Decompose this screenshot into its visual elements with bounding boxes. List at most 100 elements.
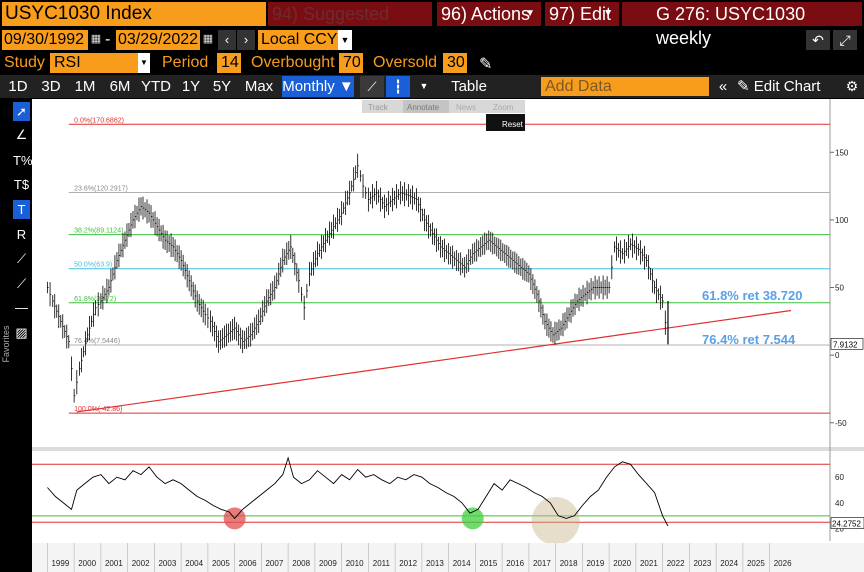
last-value-tag <box>830 338 864 350</box>
x-tick-label-2011: 2011 <box>373 559 391 568</box>
undo-button[interactable]: ↶ <box>806 30 830 50</box>
x-tick-label-2000: 2000 <box>78 559 96 568</box>
x-tick-label-2003: 2003 <box>158 559 176 568</box>
period-input[interactable]: 14 <box>217 53 241 73</box>
suggested-charts-number: 94) <box>272 4 299 24</box>
x-tick-label-2023: 2023 <box>693 559 711 568</box>
add-data-input[interactable]: Add Data <box>541 77 709 96</box>
y-tick-label-4: -50 <box>835 419 847 428</box>
fib-label-5: 76.4%(7.5446) <box>74 338 120 345</box>
favorites-tab[interactable]: Favorites <box>1 319 11 379</box>
x-tick-label-2014: 2014 <box>453 559 471 568</box>
retracement-tool-icon[interactable]: R <box>16 227 27 242</box>
prev-period-button[interactable]: ‹ <box>218 30 236 50</box>
chart-area[interactable]: 0.0%(170.6862) 23.6%(120.2917) 38.2%(89.11… <box>32 99 864 572</box>
x-tick-label-2004: 2004 <box>185 559 203 568</box>
settings-gear-icon[interactable]: ⚙ <box>845 78 859 94</box>
actions-button[interactable]: 96) Actions ▼ <box>437 2 541 26</box>
oversold-label: Oversold <box>373 54 438 71</box>
tf-5y-button[interactable]: 5Y <box>212 78 232 95</box>
rsi-highlight-1 <box>461 507 484 530</box>
x-tick-label-2015: 2015 <box>479 559 497 568</box>
table-button[interactable]: Table <box>451 78 487 95</box>
tf-max-button[interactable]: Max <box>244 78 274 95</box>
line-chart-icon[interactable]: ⟋ <box>360 76 384 97</box>
tf-1m-button[interactable]: 1M <box>74 78 96 95</box>
actions-number: 96) <box>441 4 468 24</box>
trend-tool-icon[interactable]: ⟋ <box>16 251 27 266</box>
y-tick-label-2: 50 <box>835 284 844 293</box>
period-selector-label: Monthly <box>282 78 335 95</box>
x-tick-label-2002: 2002 <box>132 559 150 568</box>
currency-select[interactable]: Local CCY ▼ <box>258 30 352 50</box>
currency-value: Local CCY <box>261 31 338 48</box>
rsi-y-tick-label-2: 20 <box>835 525 844 534</box>
annotation-61-8: 61.8% ret 38.720 <box>702 288 802 303</box>
y-tick-label-1: 100 <box>835 216 849 225</box>
overbought-input[interactable]: 70 <box>339 53 363 73</box>
expand-button[interactable]: ⤢ <box>833 30 857 50</box>
x-tick-label-2022: 2022 <box>667 559 685 568</box>
x-tick-label-2001: 2001 <box>105 559 123 568</box>
edit-study-pencil-icon[interactable]: ✎ <box>479 56 493 73</box>
percent-tool-icon[interactable]: T% <box>13 153 33 168</box>
title-bar: USYC1030 Index 94) Suggested Charts 96) … <box>0 0 864 48</box>
tf-6m-button[interactable]: 6M <box>109 78 131 95</box>
study-label: Study <box>4 54 45 71</box>
x-tick-label-2009: 2009 <box>319 559 337 568</box>
drawing-toolbar: ➚ ∠ T% T$ T R ⟋ ⟋ — ▨ Favorites <box>0 99 33 549</box>
line-tool-icon[interactable]: ∠ <box>15 127 28 142</box>
next-period-button[interactable]: › <box>237 30 255 50</box>
text-tool-icon[interactable]: T <box>13 200 30 219</box>
edit-caret-icon: ▼ <box>603 8 613 19</box>
y-tick-label-3: 0 <box>835 351 840 360</box>
suggested-charts-button[interactable]: 94) Suggested Charts <box>268 2 432 48</box>
tf-1y-button[interactable]: 1Y <box>181 78 201 95</box>
horizontal-line-tool-icon[interactable]: — <box>15 300 28 315</box>
edit-menu-button[interactable]: 97) Edit ▼ <box>545 2 619 26</box>
end-calendar-icon[interactable]: ▦ <box>202 33 214 45</box>
rsi-last-value-tag <box>830 517 864 529</box>
panel-divider <box>32 447 864 451</box>
mode-annotate[interactable]: Annotate <box>407 103 440 112</box>
parallel-tool-icon[interactable]: ▨ <box>15 325 28 340</box>
mode-track[interactable]: Track <box>368 103 389 112</box>
x-axis: 1999 2000 2001 2002 2003 2004 2005 2006 2007 2008… <box>32 543 864 572</box>
overbought-label: Overbought <box>251 54 335 71</box>
start-calendar-icon[interactable]: ▦ <box>90 33 102 45</box>
tf-ytd-button[interactable]: YTD <box>141 78 171 95</box>
end-date-input[interactable]: 03/29/2022 <box>116 30 200 50</box>
period-selector[interactable]: Monthly ▼ <box>282 76 354 97</box>
channel-tool-icon[interactable]: ⟋ <box>16 276 27 291</box>
edit-label: Edit <box>580 4 612 24</box>
tf-3d-button[interactable]: 3D <box>41 78 61 95</box>
x-tick-label-2010: 2010 <box>346 559 364 568</box>
x-tick-label-2012: 2012 <box>399 559 417 568</box>
pointer-tool-icon[interactable]: ➚ <box>13 102 30 121</box>
x-tick-label-2008: 2008 <box>292 559 310 568</box>
start-date-input[interactable]: 09/30/1992 <box>2 30 88 50</box>
trendline <box>76 309 792 413</box>
edit-number: 97) <box>549 4 576 24</box>
x-tick-label-2025: 2025 <box>747 559 765 568</box>
mode-zoom[interactable]: Zoom <box>493 103 514 112</box>
x-tick-label-2013: 2013 <box>426 559 444 568</box>
edit-chart-pencil-icon: ✎ <box>737 78 750 95</box>
study-dropdown-icon[interactable]: ▼ <box>138 53 150 73</box>
edit-chart-button[interactable]: ✎ Edit Chart <box>737 76 820 97</box>
fib-label-2: 38.2%(89.1124) <box>74 228 123 235</box>
tf-1d-button[interactable]: 1D <box>8 78 28 95</box>
reset-button[interactable]: Reset <box>502 120 524 129</box>
study-bar: Study RSI ▼ Period 14 Overbought 70 Over… <box>0 52 864 74</box>
ticker-field[interactable]: USYC1030 Index <box>2 2 266 26</box>
bar-chart-icon[interactable]: ┇ <box>386 76 410 97</box>
x-tick-label-2018: 2018 <box>560 559 578 568</box>
favorites-label: Favorites <box>1 325 11 363</box>
fib-label-0: 0.0%(170.6862) <box>74 117 124 124</box>
collapse-icon[interactable]: « <box>718 78 728 95</box>
chart-type-dropdown-icon[interactable]: ▼ <box>419 81 429 91</box>
oversold-input[interactable]: 30 <box>443 53 467 73</box>
dollar-tool-icon[interactable]: T$ <box>13 177 30 192</box>
study-select[interactable]: RSI <box>50 53 138 73</box>
mode-news[interactable]: News <box>456 103 476 112</box>
